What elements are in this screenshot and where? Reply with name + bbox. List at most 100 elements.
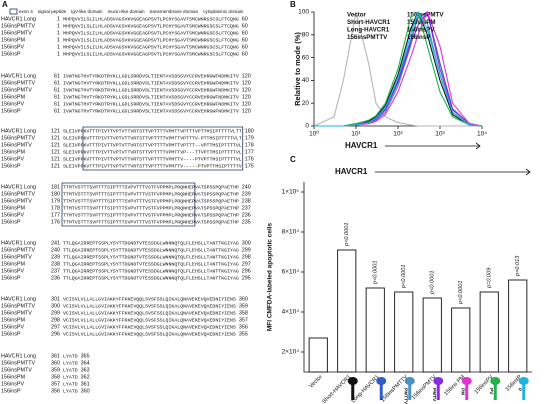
sequence-segment: TTMTVSTTTSVPTTTSIPTTTSVPVTTTVSTFVPPMPLPR… (63, 198, 239, 204)
bar (308, 337, 328, 373)
x-arrow (385, 142, 481, 150)
end-position: 60 (242, 30, 248, 36)
sequence-segment: KVTTTPIVTTVPTVTTVRTSTTVPTTTTVPMTTVP---TT… (84, 149, 242, 155)
end-position: 363 (81, 367, 90, 373)
sequence-segment: MHPQVVILSLILHLADSVAG (63, 16, 122, 22)
sequence-segment: VCISVLVLLALLGVIA (63, 317, 110, 323)
sequence-name: 156insP (1, 108, 21, 114)
icon-letters: PM (459, 388, 465, 395)
sequence-segment: LYATD (63, 374, 78, 380)
title-arrow (375, 168, 531, 176)
end-position: 120 (242, 101, 251, 107)
legend-text: signal peptide (38, 9, 67, 14)
sequence-name: 156insPMTTV (1, 23, 36, 29)
start-position: 121 (51, 149, 60, 155)
start-position: 61 (54, 80, 60, 86)
receptor-icon (351, 378, 355, 400)
end-position: 238 (242, 198, 251, 204)
sequence-segment: KKYFFKKEVQQLSVSFSSLQIKALQNAVEKEVQAEDNIYI… (110, 310, 236, 316)
sequence-name: 156insPV (1, 324, 24, 330)
p-value: p<0.0001 (373, 261, 379, 286)
y-tick-label: 80 (302, 32, 310, 39)
end-position: 60 (242, 51, 248, 57)
y-tick-label: 6×10⁴ (282, 269, 300, 276)
sequence-name: 156insPMTTV (1, 360, 36, 366)
end-position: 237 (242, 205, 251, 211)
sequence-segment: LYATD (63, 360, 78, 366)
bar (508, 279, 528, 373)
sequence-segment: TTLQGAIRREPTSSPLYSYTTDGNDTVTESSDGLWNNNQT… (63, 240, 233, 246)
legend-text: exon 4 (19, 9, 33, 14)
y-tick-label: 100 (298, 9, 309, 16)
sequence-segment: AG (233, 240, 239, 246)
receptor-icon (522, 378, 526, 400)
sequence-segment: VCISVLVLLALLGVIA (63, 296, 110, 302)
sequence-name: 156insPMTTV (1, 80, 36, 86)
sequence-segment: AG (233, 268, 239, 274)
start-position: 241 (51, 240, 60, 246)
y-tick-label: 20 (302, 100, 310, 107)
sequence-segment: KVTTTPIVTTVPTVTTVRTSTTVPTTTTVPMTTVPTTTVP… (84, 128, 242, 134)
histogram-line (314, 11, 483, 127)
y-tick-label: 8×10⁴ (282, 229, 300, 236)
bar (479, 291, 499, 373)
legend-label: Long-HAVCR1 (347, 27, 390, 34)
legend-label: 156insP (407, 34, 430, 41)
end-position: 177 (245, 149, 254, 155)
end-position: 297 (242, 261, 251, 267)
p-value: p<0.0001 (430, 271, 436, 296)
sequence-segment: KKYFFKKEVQQLSVSFSSLQIKALQNAVEKEVQAEDNIYI… (110, 324, 236, 330)
sequence-name: 156insPMTV (1, 142, 32, 148)
sequence-segment: VCISVLVLLALLGVIA (63, 310, 110, 316)
end-position: 120 (242, 87, 251, 93)
icon-letters: PMTV (431, 388, 437, 402)
end-position: 360 (81, 388, 90, 394)
chart-title: HAVCR1 (335, 167, 368, 176)
sequence-segment: KKYFFKKEVQQLSVSFSSLQIKALQNAVEKEVQAEDNIYI… (110, 296, 236, 302)
legend-label: Short-HAVCR1 (347, 19, 391, 26)
sequence-segment: LYATD (63, 367, 78, 373)
receptor-icon-head (490, 377, 501, 385)
y-tick-label: 2×10⁴ (282, 349, 300, 356)
receptor-icon-head (518, 377, 529, 385)
start-position: 356 (51, 388, 60, 394)
end-position: 298 (242, 254, 251, 260)
exon-key (9, 8, 18, 15)
end-position: 358 (239, 310, 248, 316)
end-position: 178 (245, 142, 254, 148)
sequence-segment: SLEIVPP (63, 135, 84, 141)
sequence-segment: VCISVLVLLALLGVIA (63, 303, 110, 309)
start-position: 176 (51, 219, 60, 225)
legend-text: transmembrane domain (150, 9, 199, 14)
legend-label: Vector (347, 12, 367, 19)
x-axis-label: HAVCR1 (345, 141, 378, 150)
sequence-name: HAVCR1 Long (1, 128, 36, 134)
icon-letters: PV (488, 388, 494, 395)
sequence-segment: TTMTVSTTTSVPTTTSIPTTTSVPVTTTVSTFVPPMPLPR… (63, 184, 239, 190)
sequence-name: HAVCR1 Long (1, 16, 36, 22)
icon-letters: PMTTV (402, 388, 408, 404)
sequence-name: 156insP (1, 388, 21, 394)
legend-text: cytoplasmic domain (203, 9, 244, 14)
x-tick-label: 10⁰ (309, 130, 319, 138)
end-position: 359 (239, 303, 248, 309)
sequence-name: 156insPM (1, 261, 25, 267)
start-position: 360 (51, 360, 60, 366)
sequence-name: 156insPMTTV (1, 135, 36, 141)
end-position: 299 (242, 247, 251, 253)
sequence-name: HAVCR1 Long (1, 353, 36, 359)
sequence-segment: KKYFFKKEVQQLSVSFSSLQIKALQNAVEKEVQAEDNIYI… (110, 317, 236, 323)
start-position: 358 (51, 374, 60, 380)
p-value: p=0.013 (515, 255, 521, 277)
end-position: 60 (242, 23, 248, 29)
receptor-icon (493, 378, 497, 400)
start-position: 240 (51, 247, 60, 253)
sequence-name: 156insPM (1, 94, 25, 100)
sequence-segment: VCISVLVLLALLGVIA (63, 324, 110, 330)
bar (422, 297, 442, 373)
receptor-icon-head (347, 377, 358, 385)
start-position: 179 (51, 198, 60, 204)
end-position: 295 (242, 275, 251, 281)
end-position: 120 (242, 80, 251, 86)
y-axis-label: Relative to mode (%) (293, 32, 302, 106)
